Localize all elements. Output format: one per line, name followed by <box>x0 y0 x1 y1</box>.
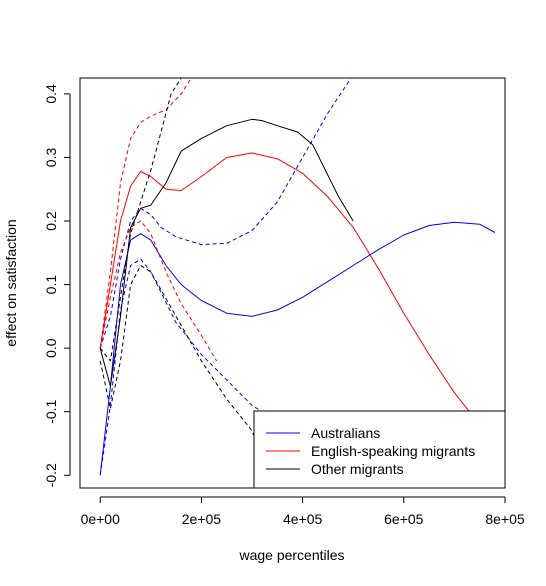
y-tick-label: 0.3 <box>43 148 59 168</box>
y-axis: -0.2 -0.1 0.0 0.1 0.2 0.3 0.4 <box>43 84 71 487</box>
series-layer <box>99 78 496 476</box>
legend-box <box>253 410 506 489</box>
legend-label-english-speaking: English-speaking migrants <box>311 443 475 459</box>
legend: Australians English-speaking migrants Ot… <box>253 410 506 489</box>
x-axis: 0e+00 2e+05 4e+05 6e+05 8e+05 <box>81 496 525 527</box>
x-tick-label: 2e+05 <box>182 511 222 527</box>
y-tick-label: 0.1 <box>43 275 59 295</box>
series-line-english-speaking-migrants-ci <box>99 78 192 349</box>
legend-label-other-migrants: Other migrants <box>311 461 404 477</box>
series-line-other-migrants-ci <box>99 78 182 362</box>
y-tick-label: 0.0 <box>43 338 59 358</box>
series-line-english-speaking-migrants <box>99 152 475 419</box>
series-line-english-speaking-migrants-ci <box>99 220 218 362</box>
y-tick-label: 0.2 <box>43 211 59 231</box>
y-axis-title: effect on satisfaction <box>3 219 19 346</box>
y-tick-label: 0.4 <box>43 84 59 104</box>
y-tick-label: -0.1 <box>43 399 59 423</box>
x-axis-title: wage percentiles <box>238 547 344 563</box>
x-tick-label: 0e+00 <box>81 511 121 527</box>
series-line-australians-ci <box>99 258 263 476</box>
y-tick-label: -0.2 <box>43 463 59 487</box>
x-tick-label: 6e+05 <box>384 511 424 527</box>
legend-label-australians: Australians <box>311 425 380 441</box>
x-tick-label: 8e+05 <box>485 511 525 527</box>
x-tick-label: 4e+05 <box>283 511 323 527</box>
series-line-australians-ci <box>99 78 352 349</box>
series-line-other-migrants <box>99 118 354 387</box>
series-line-australians <box>99 221 496 476</box>
